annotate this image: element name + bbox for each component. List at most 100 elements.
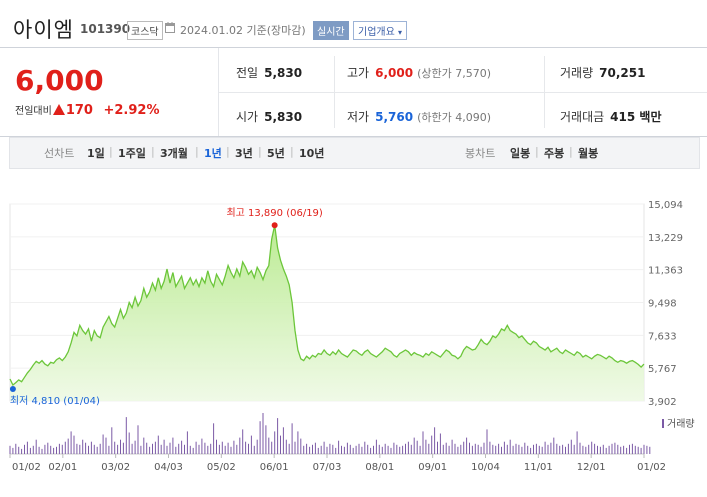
- volume-bar: [61, 444, 63, 454]
- volume-bar: [390, 447, 392, 454]
- prev-close-label: 전일: [236, 66, 259, 80]
- x-axis: 01/02 02/01 03/02 04/03 05/02 06/01 07/03 08/01…: [9, 454, 666, 473]
- volume-bar: [111, 427, 113, 454]
- volume-bar: [93, 444, 95, 454]
- volume-bar: [570, 439, 572, 454]
- high-point-marker: [271, 222, 278, 229]
- tab-weekly[interactable]: 주봉: [544, 147, 565, 160]
- volume-bar: [140, 445, 142, 454]
- candle-chart-label: 봉차트: [465, 147, 496, 160]
- volume-bar: [163, 439, 165, 454]
- volume-legend-label: 거래량: [667, 418, 695, 430]
- volume-bar: [338, 440, 340, 454]
- volume-bar: [288, 443, 290, 455]
- volume-bar: [230, 446, 232, 454]
- volume-bar: [24, 444, 25, 454]
- volume-bar: [358, 443, 360, 455]
- volume-bar: [221, 441, 223, 454]
- volume-bar: [544, 441, 546, 454]
- row-divider: [219, 92, 707, 93]
- volume-bar: [38, 446, 40, 454]
- tab-daily[interactable]: 일봉: [510, 147, 531, 160]
- volume-bar: [245, 441, 247, 454]
- volume-bar: [649, 446, 651, 454]
- volume-bar: [413, 437, 415, 454]
- volume-bar: [41, 448, 43, 454]
- volume-bar: [585, 446, 587, 454]
- volume-bar: [431, 435, 433, 454]
- volume-value: 70,251: [599, 66, 646, 80]
- volume-bar: [422, 431, 424, 454]
- volume-bar: [184, 444, 185, 454]
- tab-monthly[interactable]: 월봉: [578, 147, 599, 160]
- volume-bar: [396, 444, 398, 454]
- volume-bar: [393, 442, 395, 454]
- volume-bar: [643, 444, 645, 454]
- volume-bar: [85, 442, 87, 454]
- volume-bar: [434, 427, 436, 454]
- volume-bar: [128, 432, 130, 454]
- price-area: [10, 225, 644, 401]
- tab-10y[interactable]: 10년: [299, 147, 325, 160]
- volume-bar: [233, 440, 235, 454]
- volume-bar: [58, 443, 60, 455]
- volume-bar: [204, 442, 206, 454]
- high-label: 고가: [347, 66, 370, 80]
- tab-3m[interactable]: 3개월: [160, 147, 188, 160]
- volume-bar: [629, 444, 630, 454]
- volume-bar: [352, 447, 354, 454]
- x-tick-label: 04/03: [154, 462, 183, 473]
- volume-bar: [56, 446, 57, 454]
- volume-bar: [530, 447, 532, 454]
- volume-bars: [9, 413, 651, 455]
- volume-bar: [407, 441, 409, 454]
- volume-bar: [547, 444, 549, 454]
- y-tick-label: 15,094: [648, 200, 683, 211]
- tab-5y[interactable]: 5년: [267, 147, 285, 160]
- trade-value: 거래대금 415 백만: [560, 108, 661, 125]
- volume-bar: [195, 441, 197, 454]
- volume-bar: [117, 444, 119, 454]
- volume-bar: [26, 441, 28, 454]
- volume-bar: [460, 444, 462, 454]
- volume-bar: [617, 444, 619, 454]
- tab-1y[interactable]: 1년: [204, 147, 222, 160]
- volume-bar: [70, 431, 72, 454]
- volume-bar: [620, 446, 622, 454]
- volume-bar: [335, 447, 337, 454]
- volume-bar: [614, 442, 616, 454]
- volume-bar: [143, 437, 145, 454]
- y-tick-label: 7,633: [648, 331, 677, 342]
- volume-bar: [82, 439, 84, 454]
- tab-1w[interactable]: 1주일: [118, 147, 146, 160]
- tab-3y[interactable]: 3년: [235, 147, 253, 160]
- column-divider: [334, 56, 335, 128]
- volume-bar: [285, 439, 287, 454]
- volume-bar: [524, 442, 526, 454]
- volume-bar: [213, 423, 215, 455]
- volume-bar: [602, 444, 604, 454]
- trade-value-amount: 415 백만: [610, 110, 662, 124]
- volume-bar: [448, 445, 450, 454]
- price-cell: 6,000 전일대비 170 +2.92%: [0, 48, 219, 136]
- volume-bar: [367, 444, 369, 454]
- company-overview-button[interactable]: 기업개요 ▾: [353, 21, 408, 40]
- y-tick-label: 5,767: [648, 364, 677, 375]
- volume-bar: [306, 443, 308, 455]
- volume-bar: [277, 418, 279, 454]
- volume-bar: [541, 446, 543, 454]
- realtime-button[interactable]: 실시간: [313, 21, 349, 40]
- volume-bar: [108, 445, 110, 454]
- low-point-marker: [9, 386, 16, 393]
- tab-1d[interactable]: 1일: [87, 147, 105, 160]
- volume-bar: [291, 423, 293, 455]
- volume-bar: [419, 445, 421, 454]
- volume-bar: [506, 444, 508, 454]
- volume-bar: [370, 447, 372, 454]
- y-tick-label: 11,363: [648, 266, 683, 277]
- volume-bar: [442, 444, 444, 454]
- volume-bar: [501, 446, 502, 454]
- volume-bar: [556, 443, 558, 455]
- volume-bar: [341, 445, 342, 454]
- volume-bar: [146, 442, 148, 454]
